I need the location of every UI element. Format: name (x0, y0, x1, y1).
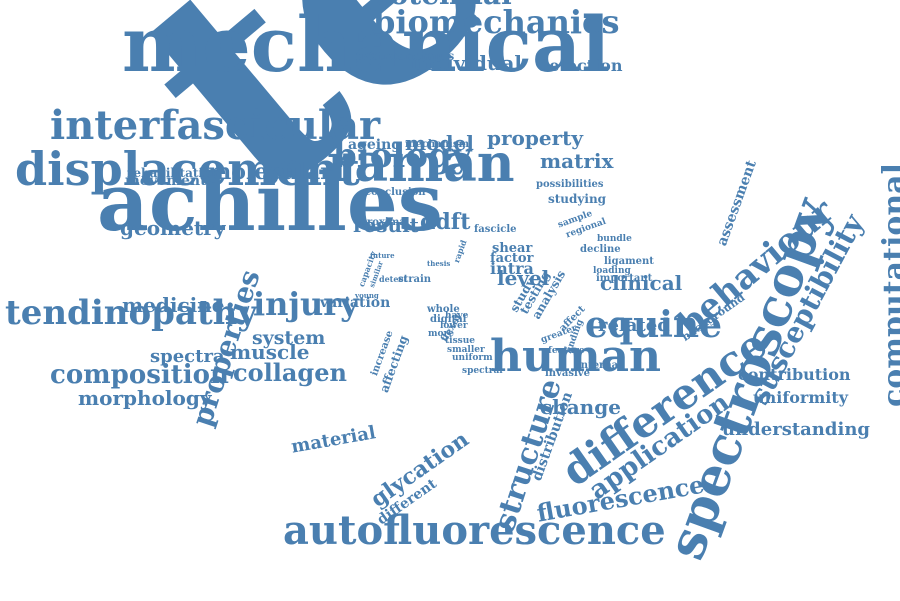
word-rapid: rapid (451, 238, 469, 265)
word-model: model (405, 131, 474, 155)
word-decline: decline (580, 243, 621, 255)
word-bundle: bundle (597, 234, 632, 245)
word-tissue: tissue (445, 336, 475, 347)
word-mechanism: mechanism (405, 138, 470, 150)
word-tendinopathy: tendinopathy (5, 293, 258, 334)
word-studying: studying (548, 191, 607, 206)
word-ddft: ddft (420, 209, 471, 236)
word-raman: raman (327, 132, 515, 194)
word-individual: individual (410, 51, 523, 75)
word-detection: detection (538, 56, 623, 76)
word-young: young (355, 291, 379, 301)
word-assessment: assessment (714, 158, 760, 249)
word-whole: whole (427, 303, 460, 315)
word-factor: factor (490, 250, 534, 266)
word-strain: strain (398, 273, 432, 285)
word-conclusion: conclusion (365, 186, 426, 198)
word-fascicle: fascicle (474, 223, 517, 235)
word-have: have (445, 311, 469, 322)
word-interfascicular: interfascicular (50, 102, 381, 149)
word-displacement: displacement (15, 141, 360, 196)
word-detect: detect (379, 274, 408, 285)
word-molecular: molecular (208, 159, 332, 186)
word-biology: biology (333, 136, 472, 177)
word-lower: lower (440, 321, 468, 332)
word-invasive: invasive (545, 367, 590, 379)
word-result: result (353, 213, 419, 237)
word-variation: variation (320, 295, 391, 312)
word-more: more (428, 329, 454, 340)
word-future: future (370, 251, 395, 261)
word-biomechanics: biomechanics (373, 2, 620, 41)
word-digital: digital (430, 313, 467, 325)
word-medicine: medicine (122, 293, 225, 317)
word-system: system (252, 326, 326, 349)
word-important: important (596, 272, 653, 284)
word-thesis: thesis (427, 259, 451, 269)
word-contribution: contribution (738, 365, 851, 385)
word-ligament: ligament (604, 255, 654, 267)
word-injury: injury (253, 284, 359, 323)
word-uniformity: uniformity (753, 388, 849, 408)
word-mechanical: mechanical (122, 0, 611, 90)
word-muscle: muscle (230, 340, 310, 364)
word-geometry: geometry (120, 216, 226, 240)
word-computational: computational (877, 162, 900, 407)
word-understanding: understanding (722, 418, 870, 440)
word-ageing: ageing (348, 137, 402, 154)
word-smaller: smaller (447, 345, 485, 356)
word-internal: internal (577, 359, 622, 371)
word-possibilities: possibilities (536, 178, 604, 190)
word-potential: potential (370, 0, 512, 9)
word-collagen: collagen (233, 357, 347, 387)
word-property: property (487, 126, 583, 150)
word-uniform: uniform (452, 353, 493, 364)
word-change: change (540, 395, 621, 419)
word-proximal: proximal (360, 216, 410, 228)
word-spectra: spectra (150, 345, 225, 367)
word-clinical: clinical (600, 271, 683, 295)
word-feature: feature (548, 346, 585, 357)
word-morphology: morphology (78, 386, 212, 410)
word-material: material (289, 421, 378, 458)
word-shear: shear (492, 240, 533, 256)
word-achilles: achilles (97, 155, 443, 249)
word-related: related (598, 314, 670, 336)
word-movement: movement (125, 173, 207, 190)
word-loading: loading (593, 266, 631, 277)
word-matrix: matrix (540, 149, 614, 173)
word-spectral: spectral (462, 366, 503, 377)
word-human: human (490, 330, 662, 382)
word-gastrocnemius: gastrocnemius (355, 48, 455, 63)
word-composition: composition (50, 359, 229, 390)
word-rehabilitation: rehabilitation (127, 165, 220, 180)
word-equine: equine (585, 304, 723, 347)
word-autofluorescence: autofluorescence (283, 507, 666, 554)
word-intra: intra (490, 259, 534, 279)
word-level: level (497, 266, 550, 290)
